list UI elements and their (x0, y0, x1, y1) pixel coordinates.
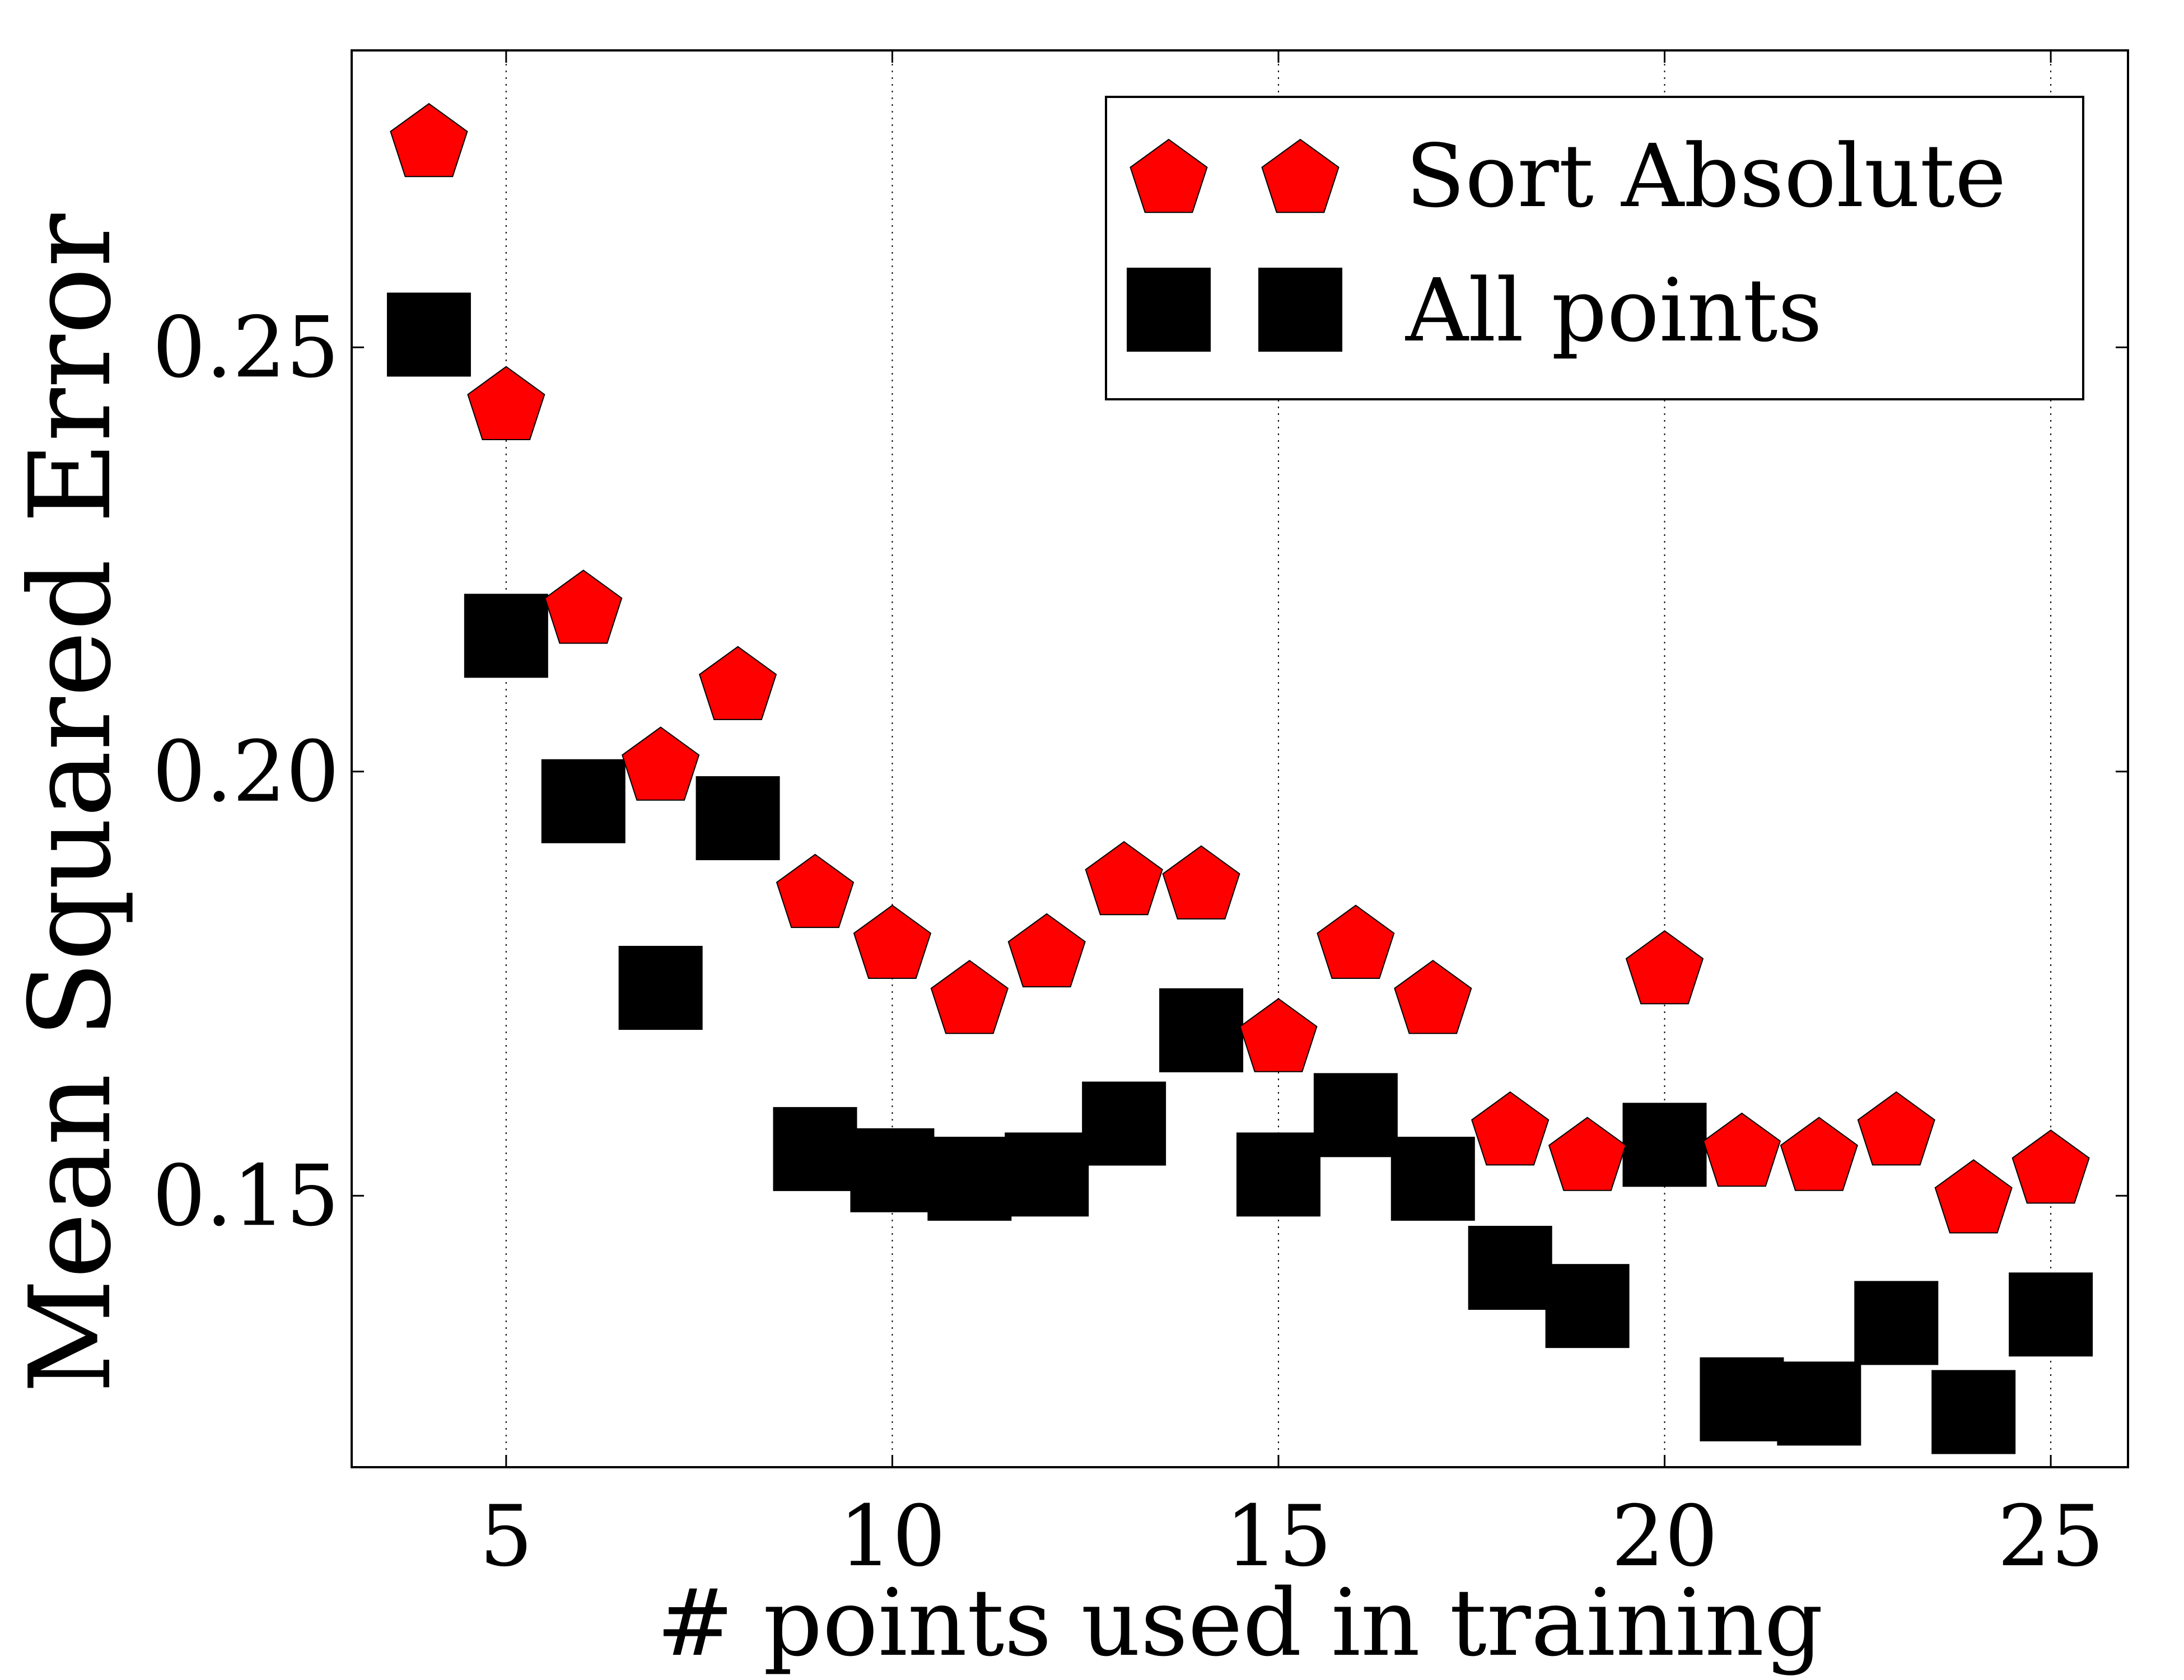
pentagon-point (1857, 1091, 1935, 1166)
pentagon-point (1934, 1159, 2013, 1234)
square-point (1236, 1132, 1320, 1217)
legend-label: Sort Absolute (1406, 125, 2006, 227)
pentagon-point (1239, 998, 1318, 1072)
legend-entry: All points (1127, 260, 1822, 361)
series-square (386, 292, 2093, 1454)
pentagon-point (1471, 1091, 1550, 1166)
square-point (386, 292, 471, 377)
pentagon-point (1702, 1112, 1781, 1187)
square-point (1313, 1073, 1398, 1158)
y-tick-label: 0.25 (152, 299, 339, 396)
legend-marker-pentagon (1261, 138, 1340, 213)
pentagon-point (2012, 1129, 2090, 1204)
square-point (1390, 1136, 1475, 1221)
axis-ticks: 5 10 15 20 25 0.15 0.20 0.25 (152, 50, 2128, 1585)
x-tick-label: 10 (839, 1488, 946, 1585)
square-point (1082, 1081, 1166, 1166)
data-points (386, 102, 2093, 1454)
square-point (1545, 1264, 1630, 1348)
x-tick-label: 20 (1611, 1488, 1718, 1585)
square-point (1700, 1357, 1784, 1441)
legend-marker-square (1258, 268, 1342, 352)
square-point (1468, 1225, 1552, 1310)
square-point (850, 1128, 935, 1212)
pentagon-point (1007, 913, 1086, 988)
pentagon-point (776, 853, 855, 928)
pentagon-point (1162, 845, 1240, 920)
square-point (464, 594, 548, 678)
y-tick-label: 0.20 (152, 724, 339, 821)
pentagon-point (622, 726, 700, 801)
pentagon-point (390, 102, 468, 178)
square-point (1159, 988, 1244, 1072)
square-point (1005, 1132, 1089, 1217)
square-point (927, 1136, 1012, 1221)
pentagon-point (1548, 1117, 1627, 1191)
plot-frame (351, 49, 2129, 1468)
pentagon-point (1317, 904, 1395, 979)
pentagon-point (1085, 841, 1163, 916)
square-point (1854, 1281, 1939, 1365)
square-point (696, 776, 780, 861)
y-tick-label: 0.15 (152, 1147, 339, 1245)
square-point (1931, 1370, 2016, 1454)
pentagon-point (1780, 1117, 1858, 1191)
pentagon-point (698, 646, 777, 720)
legend-marker-pentagon (1130, 138, 1208, 213)
pentagon-point (544, 570, 623, 644)
pentagon-point (853, 904, 932, 979)
legend-entry: Sort Absolute (1130, 125, 2006, 227)
pentagon-point (930, 959, 1009, 1034)
legend-marker-square (1127, 268, 1211, 352)
square-point (773, 1107, 857, 1191)
x-tick-label: 15 (1225, 1488, 1332, 1585)
legend: Sort Absolute All points (1105, 96, 2084, 400)
x-tick-label: 5 (479, 1488, 533, 1585)
square-point (541, 759, 626, 843)
pentagon-point (1625, 930, 1704, 1005)
square-point (1622, 1103, 1707, 1187)
pentagon-point (1394, 959, 1472, 1034)
square-point (1777, 1361, 1861, 1446)
square-point (618, 946, 703, 1030)
square-point (2009, 1272, 2093, 1357)
pentagon-point (467, 366, 545, 440)
x-tick-label: 25 (1998, 1488, 2104, 1585)
legend-label: All points (1405, 260, 1822, 361)
series-pentagon (390, 102, 2090, 1234)
x-axis-label: # points used in training (656, 1569, 1823, 1677)
y-axis-label: Mean Squared Error (6, 213, 136, 1393)
